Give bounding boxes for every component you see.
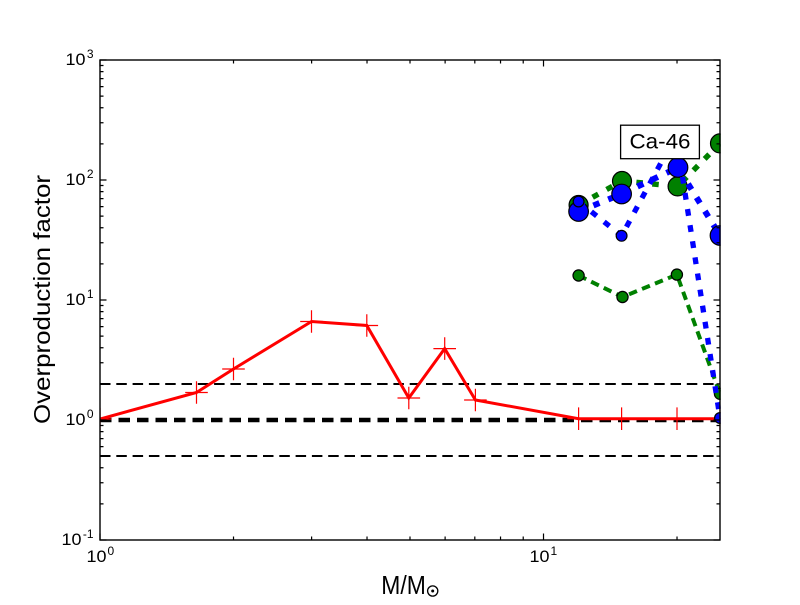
svg-text:10: 10 bbox=[66, 290, 86, 309]
svg-text:10: 10 bbox=[66, 410, 86, 429]
svg-text:-1: -1 bbox=[83, 527, 94, 541]
svg-text:Overproduction factor: Overproduction factor bbox=[29, 175, 55, 424]
svg-text:M/M: M/M bbox=[381, 570, 426, 600]
svg-text:0: 0 bbox=[87, 407, 94, 421]
svg-text:1: 1 bbox=[551, 544, 558, 558]
svg-text:10: 10 bbox=[66, 170, 86, 189]
svg-text:10: 10 bbox=[530, 547, 550, 566]
svg-text:2: 2 bbox=[87, 167, 94, 181]
svg-text:1: 1 bbox=[87, 287, 94, 301]
svg-text:0: 0 bbox=[108, 544, 115, 558]
svg-text:10: 10 bbox=[62, 530, 82, 549]
svg-text:10: 10 bbox=[87, 547, 107, 566]
svg-text:Ca-46: Ca-46 bbox=[630, 129, 691, 153]
svg-text:3: 3 bbox=[87, 47, 94, 61]
svg-text:10: 10 bbox=[66, 50, 86, 69]
